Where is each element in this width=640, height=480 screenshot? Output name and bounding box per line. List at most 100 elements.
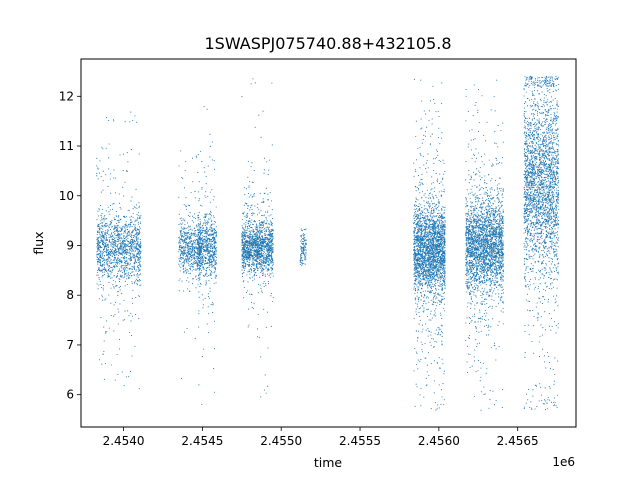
data-point	[123, 267, 125, 269]
data-point	[107, 229, 109, 231]
data-point	[200, 238, 202, 240]
data-point	[210, 270, 212, 273]
data-point	[258, 242, 260, 244]
data-point	[105, 147, 107, 149]
data-point	[215, 225, 217, 227]
data-point	[246, 274, 248, 276]
data-point	[199, 286, 201, 288]
data-point	[194, 190, 196, 193]
data-point	[186, 245, 188, 247]
data-point	[121, 252, 123, 254]
data-point	[268, 223, 270, 225]
data-point	[191, 263, 193, 265]
data-point	[246, 236, 248, 238]
data-point	[189, 256, 191, 258]
data-point	[421, 182, 424, 184]
data-point	[132, 119, 134, 121]
data-point	[138, 249, 140, 251]
data-point	[197, 251, 199, 253]
data-point	[207, 258, 210, 260]
data-point	[214, 231, 216, 233]
data-point	[188, 261, 190, 263]
data-point	[247, 212, 249, 215]
data-point	[119, 236, 121, 238]
data-point	[212, 257, 214, 259]
data-point	[198, 384, 200, 386]
data-point	[196, 266, 198, 268]
data-point	[252, 235, 254, 237]
data-point	[245, 263, 247, 265]
data-point	[206, 241, 208, 243]
data-point	[116, 266, 119, 268]
data-point	[125, 239, 128, 241]
data-point	[211, 266, 213, 268]
data-point	[183, 331, 186, 333]
data-point	[271, 250, 273, 252]
data-point	[203, 216, 205, 218]
data-point	[140, 266, 142, 268]
data-point	[269, 276, 271, 278]
data-point	[421, 278, 423, 280]
data-point	[204, 235, 206, 238]
data-point	[259, 260, 261, 262]
data-point	[264, 275, 266, 277]
data-point	[250, 253, 252, 255]
data-point	[272, 229, 274, 232]
data-point	[132, 238, 134, 240]
data-point	[116, 225, 118, 227]
data-point	[137, 259, 139, 261]
data-point	[259, 276, 261, 278]
data-point	[267, 212, 269, 214]
data-point	[115, 285, 117, 287]
data-point	[134, 226, 136, 228]
data-point	[242, 232, 244, 234]
data-point	[214, 260, 216, 262]
data-point	[101, 222, 103, 224]
data-point	[207, 293, 209, 295]
data-point	[139, 254, 141, 256]
data-point	[270, 234, 272, 236]
data-point	[192, 255, 195, 257]
data-point	[251, 243, 253, 245]
data-point	[122, 250, 124, 252]
data-point	[254, 226, 256, 228]
data-point	[112, 208, 114, 210]
data-point	[195, 255, 197, 257]
data-point	[119, 226, 121, 228]
data-point	[270, 273, 272, 275]
data-point	[259, 229, 261, 231]
data-point	[266, 247, 268, 249]
data-point	[182, 247, 184, 249]
data-point	[272, 251, 274, 253]
data-point	[119, 303, 121, 305]
data-point	[255, 234, 257, 236]
data-point	[137, 255, 139, 258]
data-point	[189, 225, 191, 227]
data-point	[137, 253, 139, 255]
data-point	[202, 227, 204, 229]
data-point	[133, 256, 135, 258]
data-point	[136, 284, 139, 286]
data-point	[134, 259, 136, 261]
data-point	[96, 239, 98, 241]
data-point	[197, 223, 199, 225]
data-point	[196, 156, 198, 158]
data-point	[183, 204, 185, 206]
data-point	[241, 273, 243, 275]
data-point	[98, 208, 100, 210]
data-point	[185, 205, 187, 208]
data-point	[110, 287, 112, 289]
data-point	[113, 286, 115, 288]
data-point	[262, 200, 264, 202]
data-point	[203, 240, 205, 242]
data-point	[199, 204, 201, 206]
data-point	[304, 246, 306, 248]
data-point	[123, 269, 125, 271]
data-point	[96, 241, 99, 243]
data-point	[423, 212, 425, 214]
data-point	[438, 159, 440, 161]
data-point	[258, 263, 260, 265]
data-point	[250, 166, 252, 168]
data-point	[122, 258, 124, 260]
data-point	[114, 247, 116, 250]
